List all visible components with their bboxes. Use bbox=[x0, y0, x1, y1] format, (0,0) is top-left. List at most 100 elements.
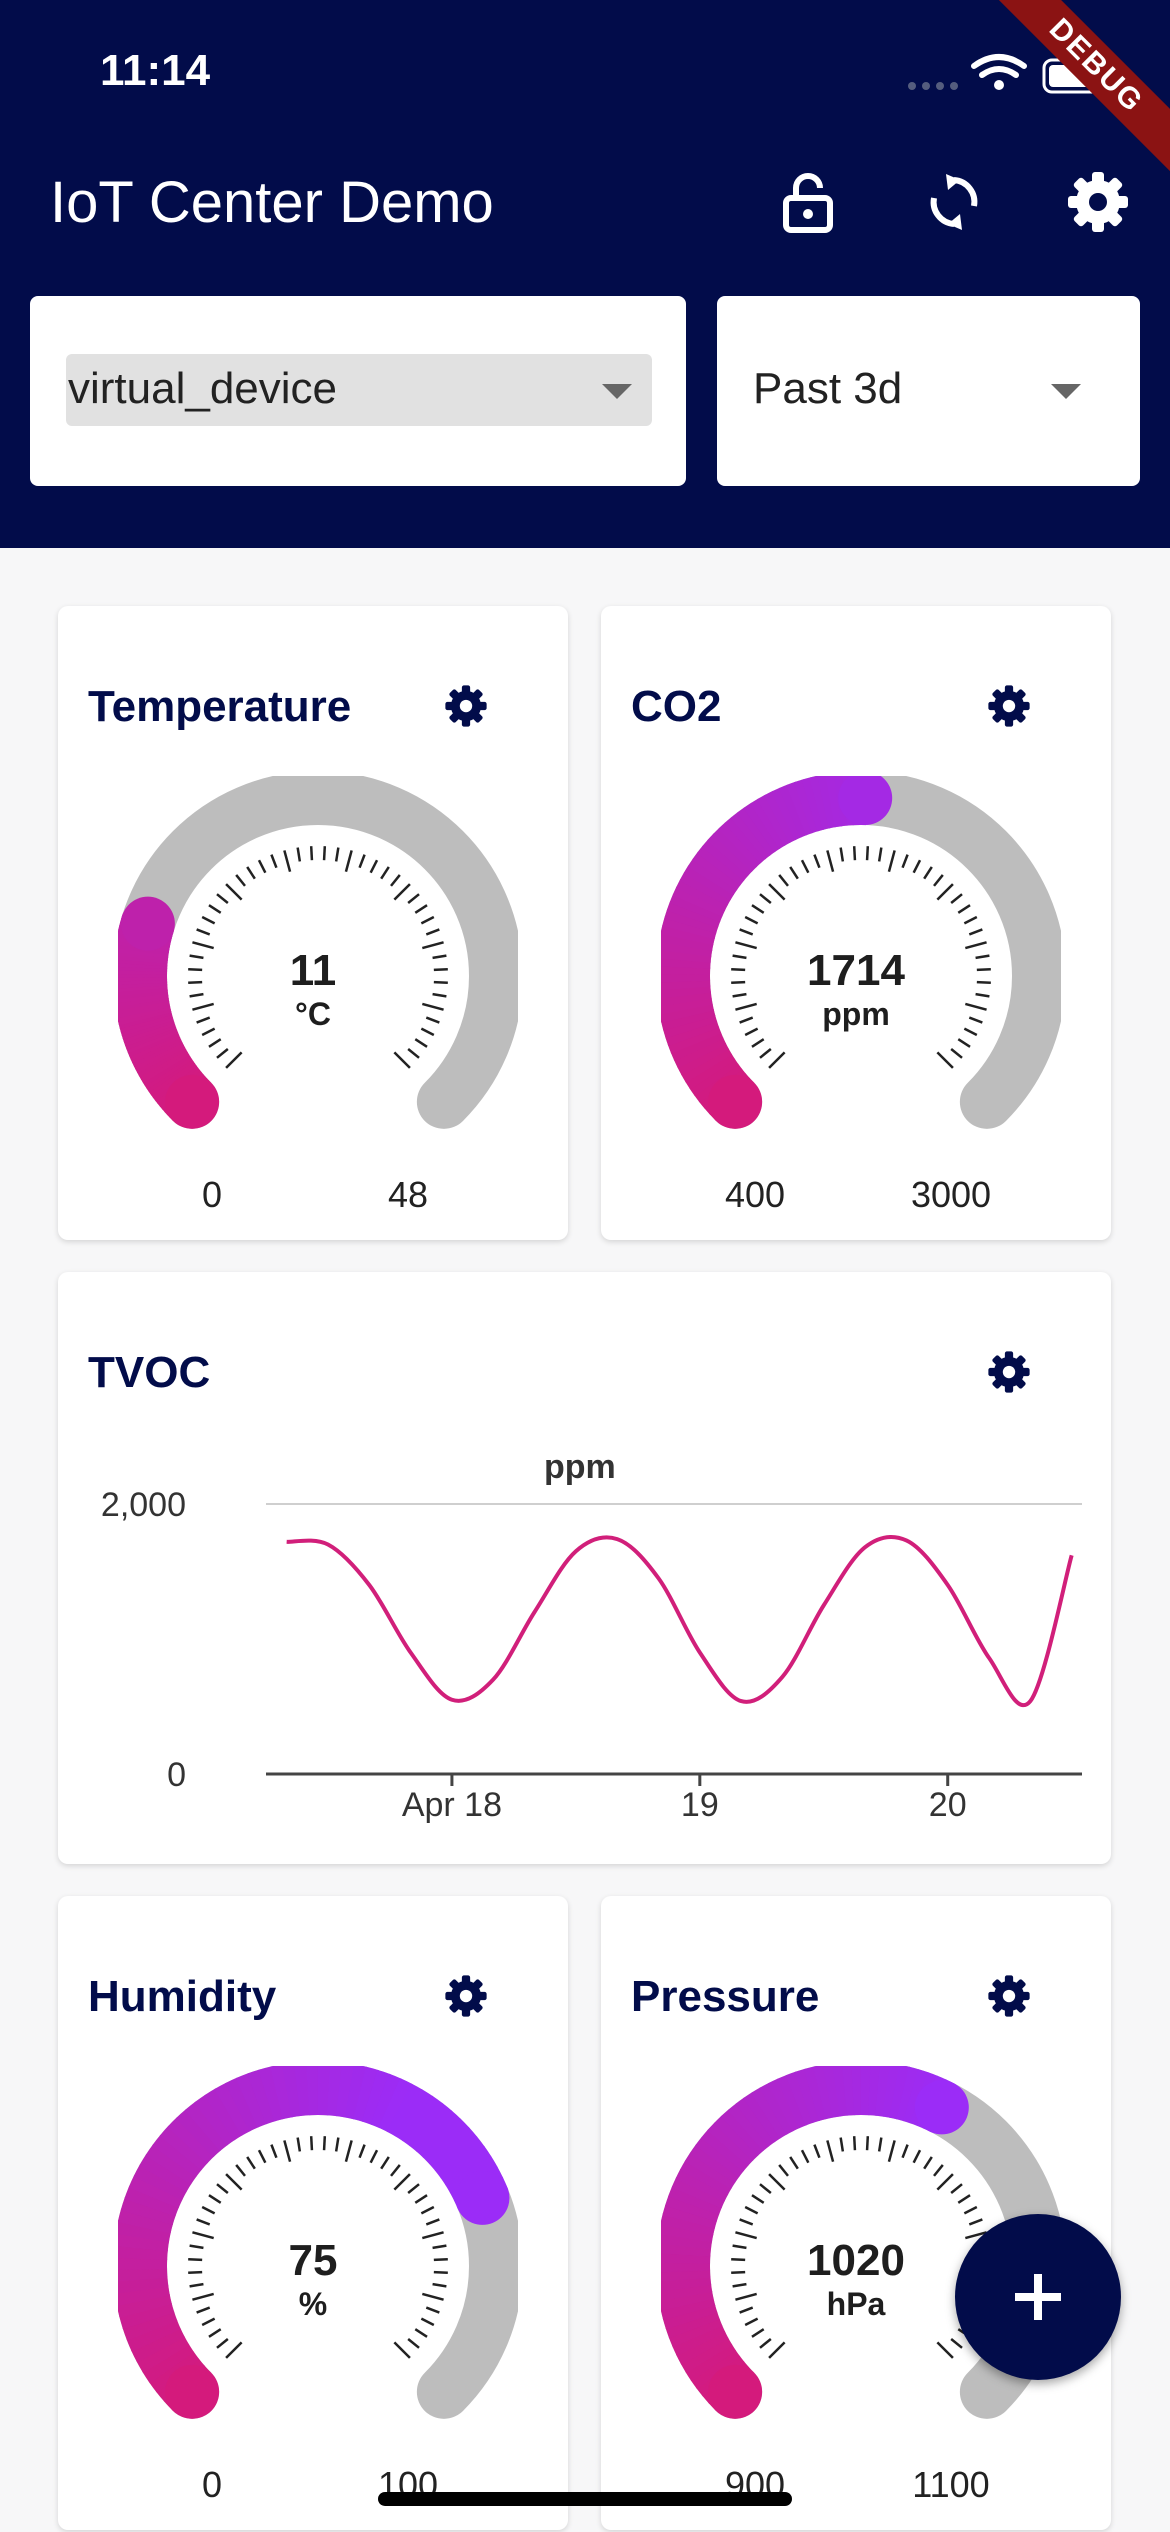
card-title: Humidity bbox=[88, 1972, 277, 2021]
gauge-tick bbox=[936, 2341, 954, 2359]
gauge-tick bbox=[826, 850, 835, 873]
gauge-tick bbox=[425, 2306, 440, 2314]
gauge-max: 3000 bbox=[910, 1174, 992, 1215]
plus-icon bbox=[1015, 2274, 1061, 2320]
gauge-tick bbox=[390, 874, 401, 887]
gauge-tick bbox=[296, 847, 302, 862]
gauge-tick bbox=[296, 2137, 302, 2152]
gauge-fill bbox=[126, 2319, 181, 2352]
gauge-tick bbox=[407, 893, 420, 904]
gauge-tick bbox=[246, 866, 256, 880]
gauge-tick bbox=[425, 928, 440, 936]
gauge-tick bbox=[735, 1002, 758, 1011]
x-tick-label: 19 bbox=[681, 1786, 719, 1824]
gauge-tick bbox=[789, 866, 799, 880]
gauge-tick bbox=[963, 2205, 978, 2215]
gauge-tick bbox=[188, 2270, 203, 2275]
gauge-fill bbox=[139, 2153, 192, 2193]
gauge-tick bbox=[414, 2328, 428, 2338]
humidity-gauge bbox=[118, 2066, 518, 2419]
gauge-tick bbox=[732, 2282, 747, 2288]
lock-open-icon[interactable] bbox=[776, 170, 840, 234]
gauge-value: 1020 bbox=[807, 2236, 905, 2285]
gauge-tick bbox=[270, 854, 278, 869]
device-select[interactable]: virtual_device bbox=[66, 354, 652, 426]
gauge-tick bbox=[768, 883, 786, 901]
settings-icon[interactable] bbox=[1066, 170, 1130, 234]
gear-icon[interactable] bbox=[444, 1974, 488, 2018]
gauge-tick bbox=[414, 904, 428, 914]
gauge-fill bbox=[247, 2069, 276, 2125]
pressure-card: Pressure 1020 hPa 900 1100 bbox=[601, 1896, 1111, 2530]
gauge-tick bbox=[380, 2156, 390, 2170]
gauge-tick bbox=[912, 859, 922, 874]
gauge-tick bbox=[759, 2183, 772, 2194]
gauge-fill-start bbox=[708, 2364, 763, 2419]
gauge-tick bbox=[420, 915, 435, 925]
temperature-card: Temperature 11 °C 0 48 bbox=[58, 606, 568, 1240]
gear-icon[interactable] bbox=[987, 684, 1031, 728]
gauge-tick bbox=[225, 1051, 243, 1069]
gear-icon[interactable] bbox=[987, 1350, 1031, 1394]
gauge-tick bbox=[800, 2149, 810, 2164]
gauge-tick bbox=[865, 846, 870, 861]
gauge-fill bbox=[131, 2327, 185, 2363]
gauge-tick bbox=[865, 2136, 870, 2151]
gauge-tick bbox=[936, 2173, 954, 2191]
gauge-max: 48 bbox=[387, 1174, 429, 1215]
gauge-tick bbox=[887, 2140, 896, 2163]
device-select-value: virtual_device bbox=[68, 364, 338, 413]
pressure-gauge bbox=[661, 2066, 1061, 2419]
gear-icon[interactable] bbox=[444, 684, 488, 728]
gauge-min: 0 bbox=[201, 2464, 223, 2505]
gauge-tick bbox=[192, 2231, 215, 2240]
gauge-tick bbox=[912, 2149, 922, 2164]
gauge-tick bbox=[188, 967, 203, 972]
gauge-fill bbox=[394, 2089, 434, 2142]
gauge-tick bbox=[433, 2270, 448, 2275]
humidity-card: Humidity 75 % 0 100 bbox=[58, 1896, 568, 2530]
gauge-tick bbox=[208, 1038, 222, 1048]
gauge-tick bbox=[735, 2231, 758, 2240]
gauge-tick bbox=[933, 874, 944, 887]
gauge-tick bbox=[877, 2137, 883, 2152]
gauge-tick bbox=[963, 915, 978, 925]
gauge-fill bbox=[428, 2126, 478, 2172]
gauge-value: 11 bbox=[289, 946, 337, 995]
gauge-tick bbox=[731, 2270, 746, 2275]
gauge-tick bbox=[933, 2164, 944, 2177]
gauge-tick bbox=[235, 2164, 246, 2177]
gauge-tick bbox=[425, 2218, 440, 2226]
range-select[interactable]: Past 3d bbox=[717, 296, 1140, 486]
gear-icon[interactable] bbox=[987, 1974, 1031, 2018]
gauge-tick bbox=[283, 2140, 292, 2163]
gauge-tick bbox=[225, 2341, 243, 2359]
gauge-tick bbox=[393, 1051, 411, 1069]
gauge-tick bbox=[216, 1048, 229, 1059]
gauge-fill bbox=[136, 2335, 190, 2374]
gauge-tick bbox=[196, 1016, 211, 1024]
gauge-tick bbox=[744, 2205, 759, 2215]
gauge-tick bbox=[751, 2328, 765, 2338]
x-tick-label: Apr 18 bbox=[402, 1786, 502, 1824]
card-title: CO2 bbox=[631, 682, 722, 731]
gauge-tick bbox=[813, 2144, 821, 2159]
gauge-fill bbox=[434, 2135, 485, 2179]
gauge-tick bbox=[751, 2194, 765, 2204]
x-tick-label: 20 bbox=[929, 1786, 967, 1824]
gauge-fill bbox=[152, 2134, 203, 2178]
gauge-fill bbox=[235, 2073, 268, 2128]
gauge-tick bbox=[433, 980, 448, 985]
gauge-tick bbox=[309, 2136, 314, 2151]
gauge-fill bbox=[133, 2164, 188, 2201]
gauge-tick bbox=[192, 941, 215, 950]
gauge-tick bbox=[393, 2173, 411, 2191]
gauge-fill-end bbox=[455, 2170, 510, 2225]
add-button[interactable] bbox=[955, 2214, 1121, 2380]
refresh-icon[interactable] bbox=[922, 170, 986, 234]
gauge-tick bbox=[957, 2194, 971, 2204]
gauge-unit: hPa bbox=[826, 2286, 886, 2322]
gauge-tick bbox=[420, 1027, 435, 1037]
gauge-tick bbox=[744, 915, 759, 925]
gauge-tick bbox=[344, 850, 353, 873]
